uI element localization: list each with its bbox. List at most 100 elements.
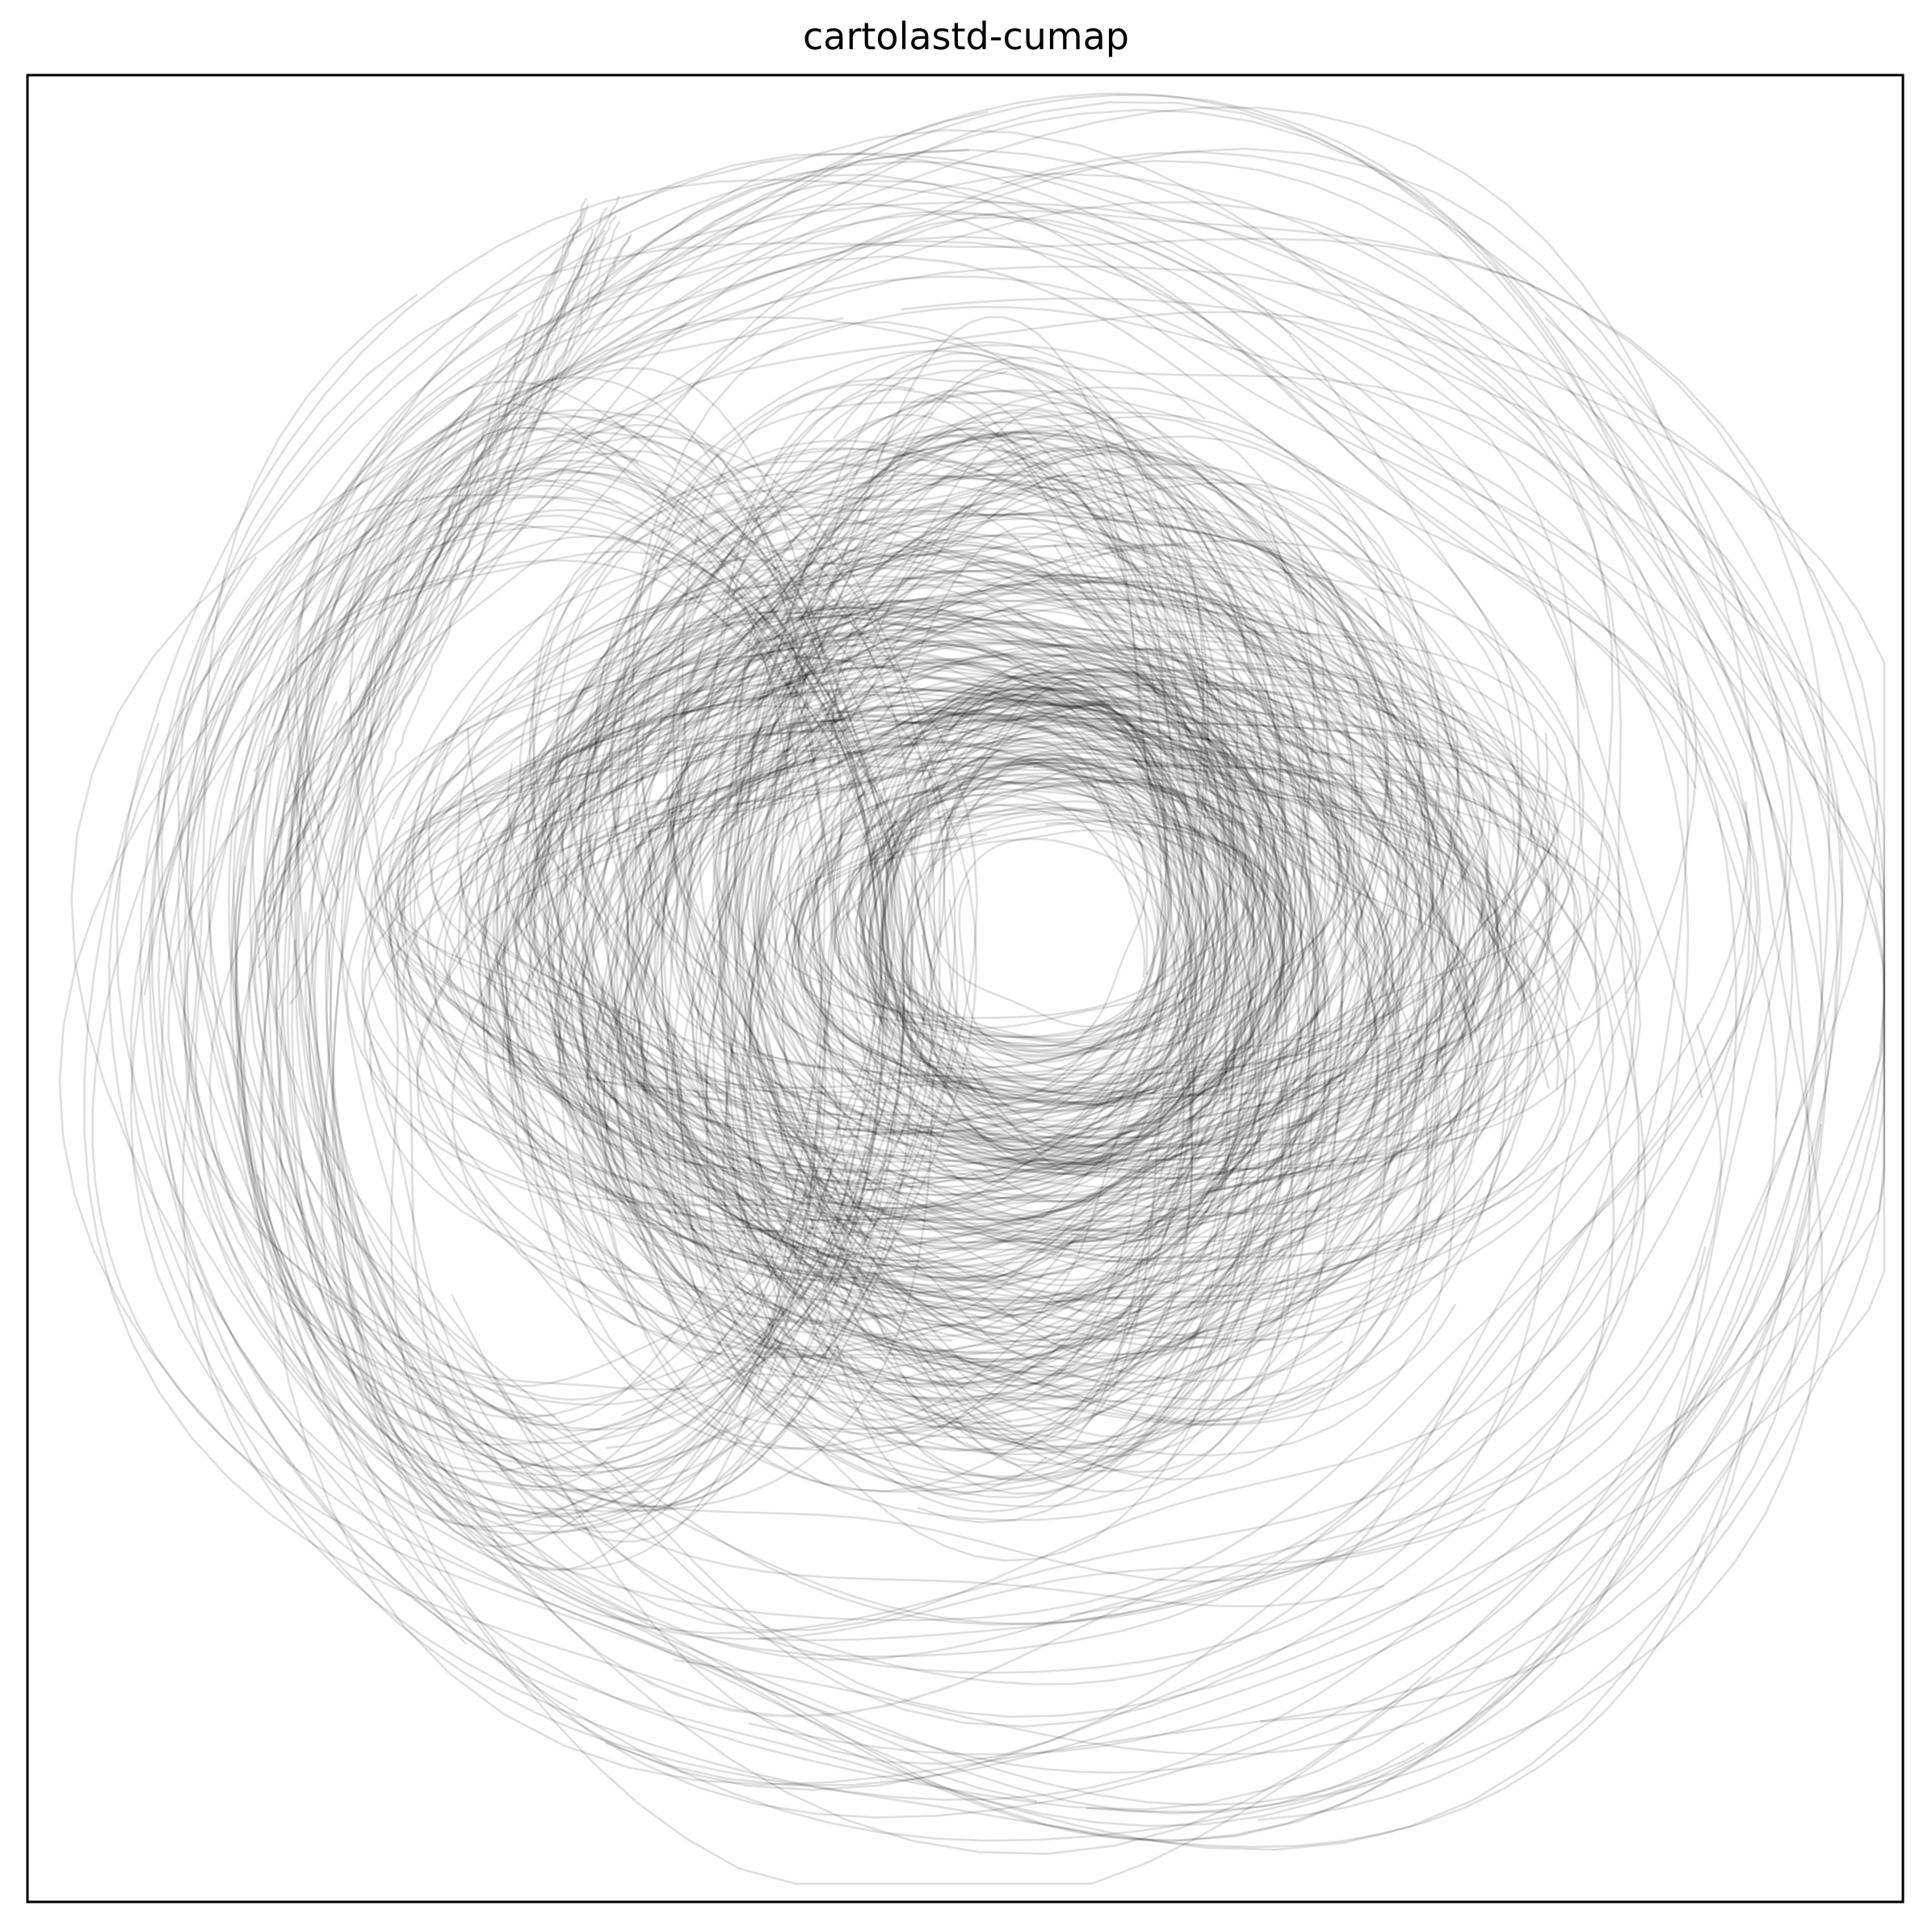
trajectory-line-dense-swirl: [464, 513, 1422, 1369]
trajectory-line-dense-swirl: [588, 688, 1442, 1096]
trajectory-line-outer-ring: [186, 147, 1824, 1843]
trajectory-line-second-ring: [304, 275, 1788, 1617]
trajectory-line-outer-ring: [139, 101, 1839, 1851]
trajectory-line-outer-ring: [271, 201, 1886, 1756]
trajectory-line-outer-ring: [129, 201, 1779, 1811]
trajectory-line-dense-swirl: [546, 644, 1407, 1239]
trajectory-line-diagonal-strands: [300, 233, 632, 861]
trajectory-line-dense-swirl: [733, 447, 1262, 1362]
trajectory-line-dense-swirl: [748, 473, 1225, 1467]
trajectory-line-dense-swirl: [666, 644, 1326, 1210]
trajectory-line-inner-loop: [830, 685, 1204, 1164]
trajectory-line-dense-swirl: [627, 608, 1369, 1177]
trajectory-line-dense-swirl: [525, 579, 1426, 1481]
trajectory-line-dense-swirl: [502, 629, 1498, 1263]
trajectory-line-second-ring: [267, 316, 1690, 1765]
trajectory-line-dense-swirl: [483, 598, 1499, 1287]
trajectory-line-outer-ring: [91, 313, 1824, 1774]
trajectory-line-diagonal-strands: [257, 197, 588, 942]
trajectory-line-dense-swirl: [478, 543, 1434, 1262]
trajectory-line-dense-swirl: [670, 434, 1390, 1458]
trajectory-line-inner-loop: [803, 822, 1329, 1094]
trajectory-line-dense-swirl: [502, 575, 1452, 1266]
trajectory-line-dense-swirl: [552, 611, 1499, 1245]
trajectory-line-dense-swirl: [684, 659, 1297, 1242]
trajectory-line-inner-loop: [868, 688, 1255, 1141]
trajectory-line-dense-swirl: [574, 514, 1425, 1386]
trajectory-line-dense-swirl: [768, 525, 1228, 1320]
trajectory-line-dense-swirl: [345, 474, 1560, 1157]
trajectory-line-left-arc: [271, 509, 913, 1477]
trajectory-line-dense-swirl: [636, 686, 1469, 1245]
trajectory-line-diagonal-strands: [288, 220, 621, 1005]
trajectory-line-dense-swirl: [610, 602, 1326, 1338]
trajectory-line-dense-swirl: [535, 632, 1194, 1231]
trajectory-line-dense-swirl: [653, 452, 1289, 1424]
trajectory-line-dense-swirl: [628, 474, 1395, 1337]
trajectory-line-dense-swirl: [367, 514, 1485, 1361]
trajectory-line-dense-swirl: [582, 429, 1429, 1404]
trajectory-line-dense-swirl: [666, 356, 1300, 1472]
trajectory-line-dense-swirl: [451, 516, 1642, 1401]
trajectory-line-dense-swirl: [409, 461, 1464, 1350]
trajectory-line-dense-swirl: [565, 492, 1306, 1378]
trajectory-line-inner-loop: [755, 703, 1277, 1097]
trajectory-line-diagonal-strands: [258, 208, 586, 933]
trajectory-line-dense-swirl: [684, 560, 1263, 1235]
trajectory-line-dense-swirl: [623, 621, 1428, 1329]
trajectory-line-dense-swirl: [586, 709, 1455, 1108]
trajectory-line-dense-swirl: [542, 719, 1570, 1101]
trajectory-line-inner-loop: [785, 779, 1309, 1108]
trajectory-line-inner-loop: [847, 758, 1236, 1058]
trajectory-line-dense-swirl: [558, 415, 1344, 1495]
trajectory-line-dense-swirl: [403, 386, 1552, 1402]
trajectory-line-dense-swirl: [363, 575, 1577, 1300]
trajectory-line-dense-swirl: [638, 774, 1476, 1140]
trajectory-line-inner-loop: [859, 774, 1216, 1034]
trajectory-line-dense-swirl: [770, 667, 1250, 1169]
trajectory-line-dense-swirl: [709, 716, 1376, 1140]
trajectory-line-outer-ring: [161, 106, 1822, 1841]
trajectory-line-second-ring: [294, 240, 1759, 1622]
trajectory-line-dense-swirl: [632, 401, 1237, 1486]
trajectory-line-inner-loop: [811, 757, 1295, 1129]
trajectory-line-dense-swirl: [712, 435, 1052, 1496]
trajectory-line-inner-loop: [757, 699, 1262, 1165]
trajectory-line-second-ring: [288, 255, 1762, 1635]
trajectory-line-dense-swirl: [396, 607, 1559, 1362]
trajectory-line-outer-ring: [148, 159, 1794, 1815]
trajectory-line-dense-swirl: [734, 590, 1219, 1337]
trajectory-line-dense-swirl: [549, 620, 1401, 1185]
trajectory-line-diagonal-strands: [286, 215, 618, 804]
trajectory-line-dense-swirl: [720, 316, 1250, 1438]
trajectory-line-left-arc: [228, 550, 884, 1432]
trajectory-line-inner-loop: [791, 778, 1283, 1112]
trajectory-line-inner-loop: [889, 714, 1194, 1112]
trajectory-line-dense-swirl: [481, 634, 1516, 1291]
trajectory-line-dense-swirl: [687, 686, 1366, 1165]
trajectory-line-dense-swirl: [430, 689, 1611, 1173]
trajectory-line-inner-loop: [938, 678, 1191, 1068]
trajectory-line-dense-swirl: [717, 445, 1204, 1253]
trajectory-line-inner-loop: [797, 741, 1258, 1131]
trajectory-line-dense-swirl: [597, 344, 1447, 1436]
trajectory-line-dense-swirl: [558, 430, 1487, 1383]
trajectory-line-dense-swirl: [590, 569, 1327, 1182]
trajectory-line-inner-loop: [888, 776, 1198, 1106]
trajectory-line-dense-swirl: [387, 449, 1457, 1426]
trajectory-line-dense-swirl: [743, 600, 1279, 1328]
trajectory-line-left-arc: [229, 380, 884, 1473]
trajectory-line-dense-swirl: [528, 463, 1497, 1465]
trajectory-line-left-arc: [308, 469, 827, 1417]
trajectory-line-left-arc: [295, 575, 905, 1401]
trajectory-line-dense-swirl: [514, 581, 1329, 1363]
trajectory-line-outer-ring: [83, 108, 1828, 1828]
trajectory-line-dense-swirl: [649, 671, 1342, 1232]
trajectory-line-left-arc: [275, 635, 822, 1494]
trajectory-line-left-arc: [304, 484, 890, 1387]
trajectory-line-dense-swirl: [433, 482, 1569, 1323]
trajectory-line-inner-loop: [901, 812, 1197, 1055]
trajectory-line-dense-swirl: [756, 611, 1195, 1250]
trajectory-line-inner-loop: [927, 766, 1175, 1028]
